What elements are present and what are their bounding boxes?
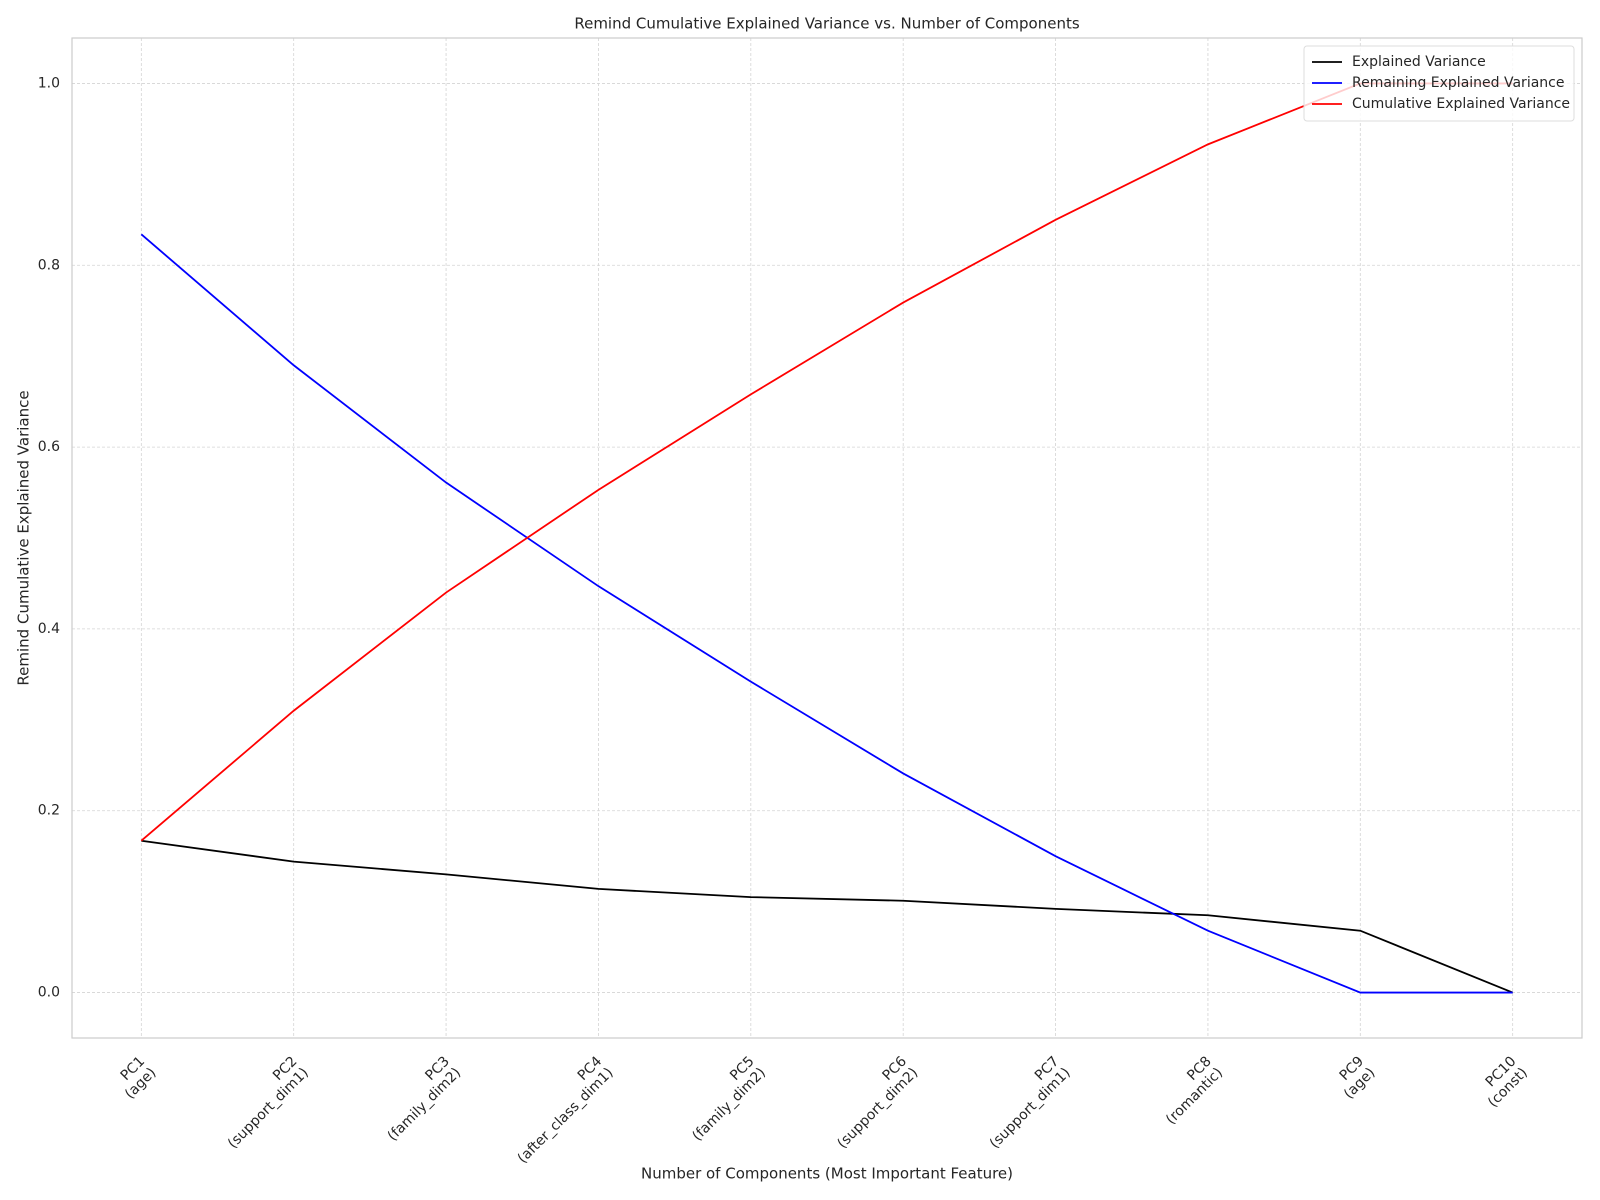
legend-label: Cumulative Explained Variance — [1352, 96, 1570, 112]
x-tick-label: PC1(age) — [111, 1054, 160, 1103]
x-tick-label: PC7(support_dim1) — [975, 1054, 1073, 1152]
y-tick-label: 0.2 — [38, 803, 60, 819]
plot-frame — [71, 37, 1583, 1039]
y-tick-label: 0.0 — [38, 985, 60, 1001]
y-tick-label: 1.0 — [38, 75, 60, 91]
x-tick-label: PC3(family_dim2) — [373, 1054, 464, 1145]
x-tick-label: PC10(const) — [1474, 1054, 1531, 1111]
legend-label: Remaining Explained Variance — [1352, 75, 1564, 91]
y-tick-label: 0.4 — [38, 621, 60, 637]
x-tick-label: PC2(support_dim1) — [214, 1054, 312, 1152]
series-line — [140, 82, 1513, 842]
x-axis-label: Number of Components (Most Important Fea… — [641, 1165, 1013, 1183]
y-axis-label: Remind Cumulative Explained Variance — [15, 390, 33, 685]
x-tick-label: PC6(support_dim2) — [823, 1053, 921, 1151]
x-tick-label: PC5(family_dim2) — [678, 1054, 769, 1145]
x-tick-label: PC8(romantic) — [1152, 1054, 1226, 1128]
legend-box — [1303, 45, 1575, 122]
series-line — [140, 233, 1513, 994]
y-tick-label: 0.8 — [38, 257, 60, 273]
legend-label: Explained Variance — [1352, 54, 1486, 70]
series-line — [141, 839, 1514, 994]
x-tick-label: PC9(age) — [1330, 1054, 1379, 1103]
x-tick-label: PC4(after_class_dim1) — [503, 1053, 616, 1166]
y-tick-label: 0.6 — [38, 439, 60, 455]
chart-title: Remind Cumulative Explained Variance vs.… — [574, 15, 1079, 33]
